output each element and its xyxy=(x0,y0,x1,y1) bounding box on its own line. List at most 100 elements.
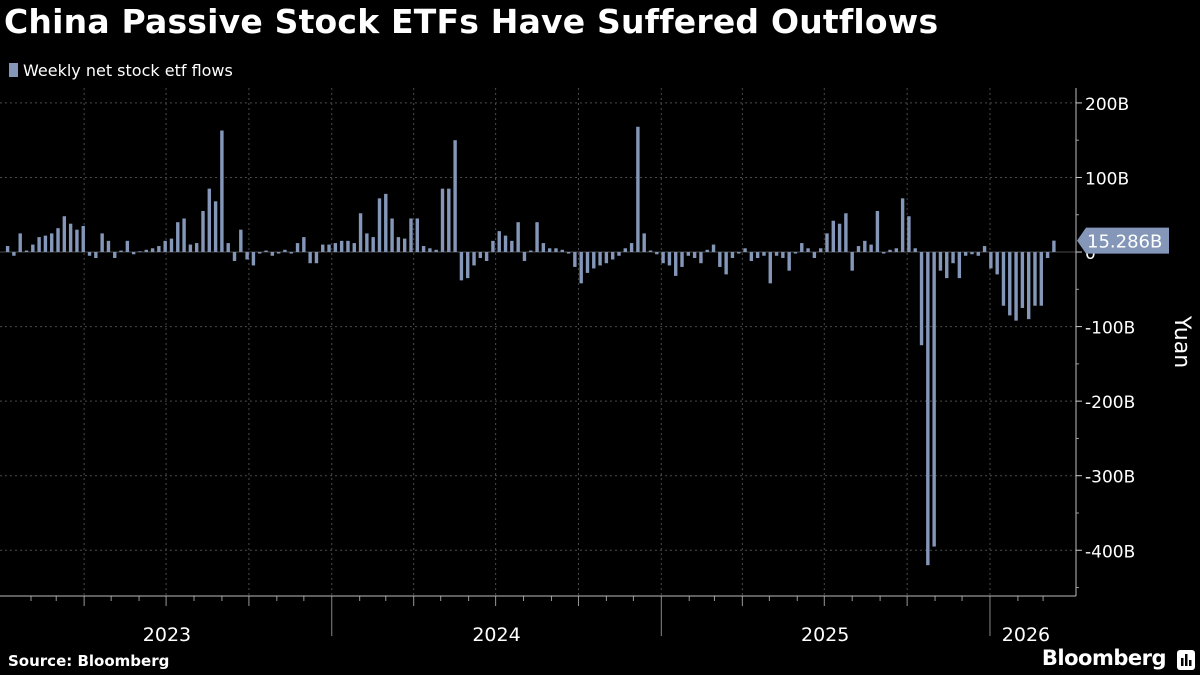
bar xyxy=(163,240,167,253)
bar xyxy=(963,252,968,256)
bar xyxy=(907,216,911,253)
bar xyxy=(818,248,823,253)
bar xyxy=(982,246,987,253)
legend: Weekly net stock etf flows xyxy=(9,60,233,80)
bar xyxy=(182,218,186,253)
axes: 200B 100B 0 -100B -200B -300B -400B 2023 2024 202… xyxy=(0,88,1169,646)
bar xyxy=(472,252,476,266)
bar xyxy=(705,249,709,253)
bar xyxy=(68,223,73,253)
bar xyxy=(516,222,520,253)
callout-box xyxy=(1077,227,1169,254)
bar xyxy=(875,211,880,253)
bar xyxy=(113,252,117,258)
bar xyxy=(346,240,350,253)
bar xyxy=(226,243,230,253)
bar xyxy=(945,252,949,279)
bar xyxy=(888,249,892,253)
bar xyxy=(692,252,697,258)
bar xyxy=(339,240,344,253)
bar xyxy=(365,233,369,253)
bar xyxy=(321,244,325,253)
bar xyxy=(787,252,791,271)
bar xyxy=(377,198,382,253)
bar xyxy=(629,243,634,253)
bar xyxy=(157,246,161,253)
bar xyxy=(62,216,67,253)
bar xyxy=(409,218,413,253)
bar xyxy=(926,252,930,566)
x-year-label: 2025 xyxy=(801,624,849,646)
bar xyxy=(957,252,962,279)
bar xyxy=(31,244,35,253)
bar xyxy=(125,240,130,253)
bar xyxy=(144,249,148,253)
bar xyxy=(932,252,936,547)
bar xyxy=(522,252,527,261)
bar xyxy=(976,252,980,256)
bar xyxy=(447,188,451,253)
bar xyxy=(529,250,533,253)
y-tick-label: 0 xyxy=(1085,244,1096,264)
bar xyxy=(882,252,886,254)
bar xyxy=(554,248,558,253)
bar xyxy=(844,213,848,253)
bar xyxy=(491,240,495,253)
callout-label: 15.286B xyxy=(1087,232,1162,253)
bar xyxy=(245,252,249,260)
bar xyxy=(661,252,665,264)
bar xyxy=(743,248,747,253)
bar xyxy=(497,231,501,253)
bar xyxy=(188,244,193,253)
bar xyxy=(951,252,955,264)
bar xyxy=(806,248,810,253)
bar xyxy=(119,250,123,253)
bar xyxy=(503,235,508,253)
bar xyxy=(390,218,394,253)
bar xyxy=(674,252,678,276)
bar xyxy=(800,243,804,253)
bar xyxy=(711,244,716,253)
bar xyxy=(648,250,653,253)
bar xyxy=(812,252,817,258)
bar xyxy=(573,252,577,267)
bar xyxy=(75,229,79,253)
bar xyxy=(37,237,41,253)
bar xyxy=(560,249,564,253)
bar xyxy=(1045,252,1050,258)
bar xyxy=(459,252,464,281)
bar xyxy=(484,252,489,261)
bar xyxy=(289,252,293,254)
bars xyxy=(5,126,1056,566)
bar xyxy=(541,243,546,253)
bar xyxy=(283,249,287,253)
y-tick-label: -100B xyxy=(1085,319,1135,339)
legend-label: Weekly net stock etf flows xyxy=(23,60,233,80)
y-tick-label: 100B xyxy=(1085,169,1129,189)
bar xyxy=(1008,252,1012,316)
bar xyxy=(1039,252,1043,306)
y-tick-label: 200B xyxy=(1085,95,1129,115)
y-tick-label: -200B xyxy=(1085,393,1135,413)
legend-swatch xyxy=(9,63,18,77)
bar xyxy=(428,248,432,253)
bar xyxy=(176,222,180,253)
bar xyxy=(43,235,48,253)
bar xyxy=(302,237,306,253)
bar xyxy=(989,252,993,269)
bar xyxy=(686,252,691,256)
bar xyxy=(308,252,312,264)
bar xyxy=(869,244,873,253)
bar xyxy=(1020,252,1025,308)
source-note: Source: Bloomberg xyxy=(8,652,170,670)
bar xyxy=(781,252,785,258)
bar xyxy=(655,252,659,255)
bar xyxy=(938,252,943,271)
bar xyxy=(724,252,728,275)
bar xyxy=(327,244,331,253)
bar xyxy=(371,237,375,253)
bar xyxy=(131,252,136,255)
bar xyxy=(547,248,552,253)
bar xyxy=(87,252,92,256)
